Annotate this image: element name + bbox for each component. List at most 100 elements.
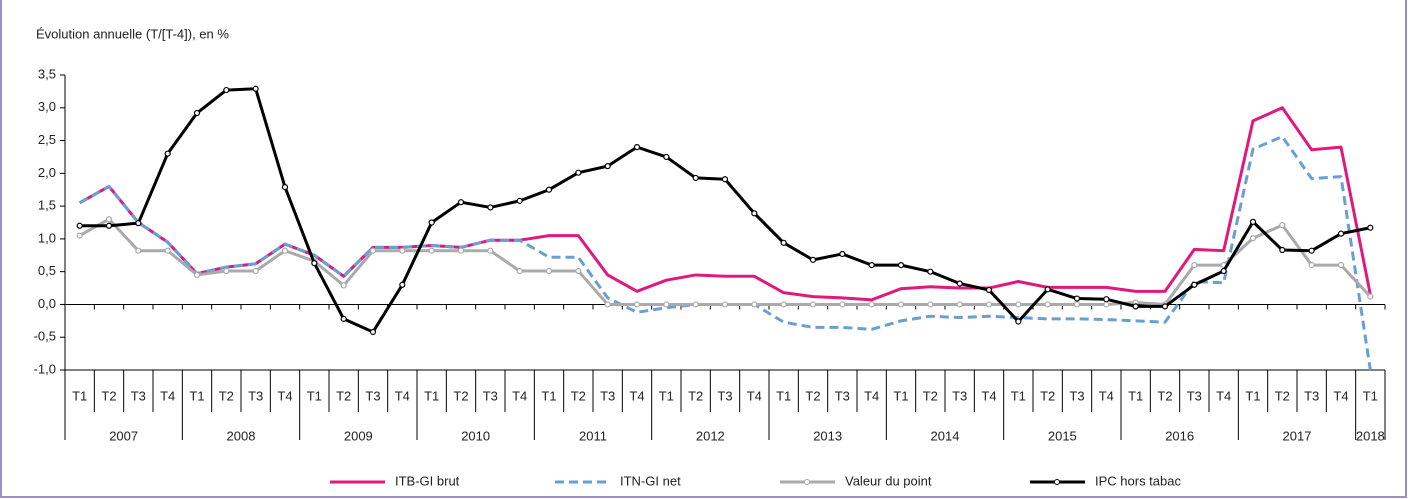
y-tick-label: 3,0 (38, 99, 56, 114)
series-marker (76, 222, 83, 229)
series-marker (281, 184, 289, 191)
x-tick-label: T2 (101, 388, 116, 403)
series-marker (1220, 267, 1227, 275)
series-marker (1367, 224, 1374, 231)
series-marker (1308, 262, 1315, 269)
year-label: 2015 (1048, 428, 1077, 443)
series-marker (721, 176, 729, 183)
y-tick-label: 3,5 (38, 66, 56, 81)
series-marker (839, 250, 846, 258)
series-line (78, 135, 1372, 371)
series-marker (868, 262, 875, 269)
year-label: 2011 (579, 428, 607, 443)
x-tick-label: T2 (453, 388, 468, 403)
series-marker (545, 267, 553, 275)
x-tick-label: T2 (688, 388, 703, 403)
x-tick-label: T4 (1216, 388, 1231, 403)
year-label: 2010 (461, 428, 490, 443)
series-marker (1249, 218, 1257, 225)
series-marker (663, 301, 670, 308)
series-marker (1103, 301, 1110, 308)
x-tick-label: T2 (1157, 388, 1172, 403)
series-marker (1132, 303, 1139, 310)
x-tick-label: T4 (864, 388, 879, 403)
series-marker (985, 301, 993, 308)
series-marker (399, 247, 406, 254)
x-tick-label: T4 (747, 388, 762, 403)
series-marker (516, 267, 523, 275)
year-label: 2013 (813, 428, 842, 443)
x-tick-label: T1 (659, 388, 674, 403)
series-marker (223, 267, 230, 275)
series-marker (1279, 246, 1286, 254)
x-tick-label: T4 (1099, 388, 1114, 403)
series-marker (516, 197, 523, 204)
series-marker (193, 271, 201, 279)
x-tick-label: T4 (981, 388, 996, 403)
x-tick-label: T2 (923, 388, 938, 403)
y-tick-label: 0,0 (38, 296, 56, 311)
series-marker (633, 144, 641, 151)
series-marker (252, 267, 259, 275)
series-marker (663, 153, 670, 161)
series-marker (809, 301, 817, 308)
series-marker (927, 268, 934, 275)
x-tick-label: T3 (952, 388, 967, 403)
legend-marker (804, 479, 810, 485)
series-marker (956, 280, 963, 287)
series-marker (1073, 295, 1081, 302)
x-tick-label: T3 (131, 388, 146, 403)
y-tick-label: -0,5 (34, 329, 56, 344)
year-label: 2007 (109, 428, 138, 443)
y-tick-label: 2,0 (38, 165, 56, 180)
series-marker (1249, 235, 1257, 242)
x-tick-label: T1 (72, 388, 87, 403)
series-marker (311, 260, 318, 267)
legend-label: ITB-GI brut (395, 473, 460, 488)
legend-label: IPC hors tabac (1095, 473, 1181, 488)
series-marker (1337, 262, 1345, 269)
series-marker (1191, 262, 1198, 269)
series-marker (1015, 301, 1022, 308)
series-marker (692, 174, 699, 182)
series-marker (780, 301, 787, 308)
x-tick-label: T1 (1245, 388, 1260, 403)
series-marker (193, 109, 201, 117)
x-tick-label: T2 (336, 388, 351, 403)
x-tick-label: T3 (365, 388, 380, 403)
x-tick-label: T4 (395, 388, 410, 403)
year-label: 2012 (696, 428, 725, 443)
series-marker (633, 301, 641, 308)
series-marker (780, 239, 787, 246)
series-marker (897, 301, 905, 308)
series-marker (575, 267, 582, 275)
x-tick-label: T3 (600, 388, 615, 403)
series-marker (1044, 286, 1051, 293)
legend-marker (1054, 479, 1060, 485)
year-label: 2008 (227, 428, 256, 443)
x-tick-label: T3 (1069, 388, 1084, 403)
year-label: 2018 (1356, 428, 1385, 443)
series-marker (105, 216, 113, 223)
series-marker (1103, 296, 1110, 303)
series-marker (135, 247, 142, 254)
series-marker (457, 247, 465, 254)
series-marker (76, 232, 83, 239)
year-label: 2017 (1283, 428, 1312, 443)
series-marker (340, 315, 347, 322)
series-marker (457, 199, 465, 206)
x-tick-label: T2 (1275, 388, 1290, 403)
series-marker (956, 301, 963, 308)
series-marker (985, 286, 993, 294)
x-tick-label: T3 (1187, 388, 1202, 403)
x-tick-label: T2 (805, 388, 820, 403)
series-marker (839, 301, 846, 308)
series-marker (1044, 301, 1051, 308)
year-label: 2009 (344, 428, 373, 443)
series-marker (809, 256, 817, 263)
series-marker (751, 301, 758, 308)
series-marker (604, 163, 611, 170)
x-tick-label: T4 (277, 388, 292, 403)
series-marker (1161, 303, 1169, 310)
